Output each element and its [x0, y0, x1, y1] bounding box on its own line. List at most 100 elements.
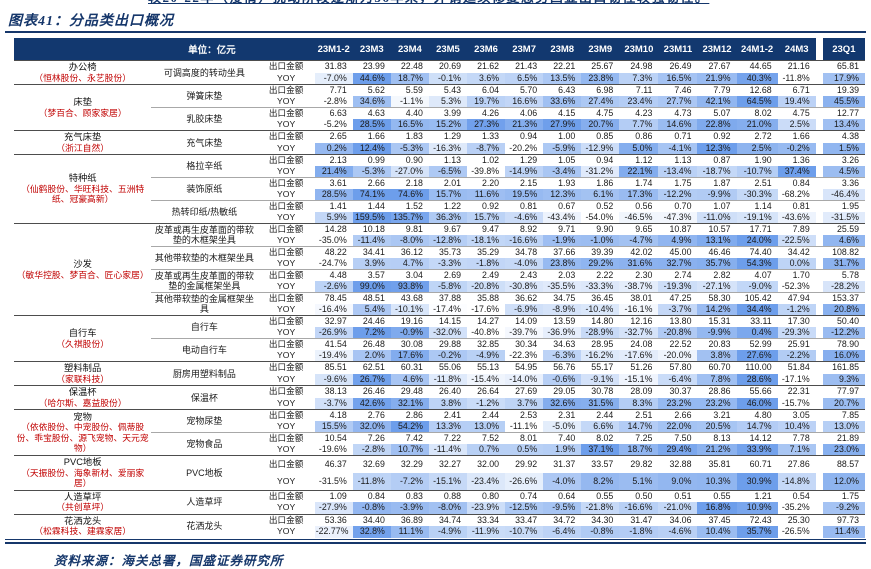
export-value-cell: 7.11	[619, 84, 659, 96]
export-value-cell: 55.13	[467, 361, 506, 374]
yoy-value-cell: -5.8%	[428, 281, 467, 293]
export-value-cell: 34.42	[777, 246, 816, 258]
yoy-value-cell: -12.2%	[658, 189, 698, 201]
export-value-cell: 7.40	[543, 432, 582, 444]
yoy-value-cell: -30.3%	[736, 189, 778, 201]
yoy-value-cell: 32.8%	[352, 526, 391, 538]
product-name-cell: 其他带软垫的木框架坐具	[151, 246, 258, 270]
yoy-value-cell: 16.8%	[697, 502, 737, 514]
clipped-heading-fragment: 较20-22年（疫情）扰动阶段逐渐为56年来，外销延续修复态势凸显出口韧性较强韧…	[148, 0, 862, 9]
export-value-cell: 33.34	[467, 513, 506, 526]
export-value-cell: 24.98	[619, 60, 659, 73]
export-value-cell: 4.48	[314, 269, 353, 281]
export-value-cell: 32.00	[467, 454, 506, 473]
column-header-24M1-2: 24M1-2	[736, 38, 778, 61]
yoy-value-cell: 32.1%	[390, 397, 429, 410]
export-value-cell: 55.06	[428, 361, 467, 374]
export-value-cell: 2.66	[658, 409, 698, 421]
export-value-cell: 2.72	[736, 130, 778, 143]
yoy-value-cell: 35.7%	[697, 258, 737, 270]
table-body: 办公椅 （恒林股份、永艺股份） 可调高度的转动坐具 出口金额 31.83 23.99 22.…	[14, 60, 865, 538]
export-value-cell: 37.45	[697, 513, 737, 526]
export-value-cell: 27.86	[777, 454, 816, 473]
table-row: 床垫 （梦百合、顾家家居） 弹簧床垫 出口金额 7.71 5.62 5.59 5.43 6.04…	[14, 84, 865, 131]
column-header-23M7: 23M7	[505, 38, 544, 61]
yoy-value-cell: -26.6%	[505, 472, 544, 490]
table-row: 沙发 （敏华控股、梦百合、匠心家居） 皮革或再生皮革面的带软垫的木框架坐具 出口金额 1…	[14, 223, 865, 316]
yoy-value-cell: 27.9%	[543, 119, 582, 131]
export-value-cell: 2.49	[467, 269, 506, 281]
category-name: 特种纸	[68, 173, 97, 184]
category-cell: 人造草坪 （共创草坪）	[14, 489, 152, 514]
export-value-cell: 0.88	[428, 489, 467, 502]
metric-label-export: 出口金额	[257, 154, 315, 166]
yoy-value-cell: -10.7%	[736, 166, 778, 178]
category-cell: 保温杯 （哈尔斯、嘉益股份）	[14, 385, 152, 410]
export-value-cell: 37.88	[428, 292, 467, 304]
metric-label-export: 出口金额	[257, 409, 315, 421]
column-gap	[816, 212, 823, 224]
product-name-cell: 保温杯	[151, 385, 258, 410]
column-gap	[816, 444, 823, 456]
category-name: 办公椅	[68, 62, 97, 72]
table-row: 其他带软垫的木框架坐具 出口金额 48.22 34.41 36.12 35.73 35.29…	[14, 246, 865, 270]
export-value-cell: 1.29	[428, 130, 467, 143]
export-value-cell: 57.80	[658, 361, 698, 374]
export-value-cell: 44.65	[736, 60, 778, 73]
export-value-cell: 7.42	[390, 432, 429, 444]
export-value-cell: 1.13	[658, 154, 698, 166]
yoy-value-cell: 27.3%	[467, 119, 506, 131]
yoy-value-cell: -5.3%	[390, 142, 429, 155]
export-value-cell: 13.80	[658, 315, 698, 327]
yoy-value-cell: -3.7%	[658, 304, 698, 316]
export-value-cell: 105.42	[736, 292, 778, 304]
yoy-value-cell: -8.0%	[390, 235, 429, 247]
yoy-value-cell: 26.7%	[352, 373, 391, 386]
table-row: 宠物 （依依股份、中宠股份、佩蒂股份、乖宝股份、源飞宠物、天元宠物） 宠物尿垫 出口金…	[14, 409, 865, 456]
yoy-value-cell: -9.2%	[822, 502, 865, 514]
yoy-value-cell: -6.3%	[543, 350, 582, 362]
export-overview-table-wrap: 单位：亿元 23M1-2 23M3 23M4 23M5 23M6 23M7 23M8 23M9…	[14, 38, 865, 538]
yoy-value-cell: -22.77%	[314, 526, 353, 538]
yoy-value-cell: 16.6%	[505, 96, 544, 108]
column-gap	[816, 473, 823, 490]
export-value-cell: 28.86	[697, 385, 737, 398]
figure-title: 图表41：分品类出口概况	[8, 14, 174, 29]
export-value-cell: 0.87	[697, 154, 737, 166]
yoy-value-cell: 15.2%	[428, 119, 467, 131]
yoy-value-cell: -20.2%	[505, 142, 544, 155]
yoy-value-cell: -14.0%	[505, 373, 544, 386]
yoy-value-cell: -9.0%	[736, 281, 778, 293]
export-value-cell: 2.15	[505, 177, 544, 189]
yoy-value-cell: -2.8%	[352, 444, 391, 456]
yoy-value-cell: -22.3%	[505, 350, 544, 362]
column-gap	[815, 409, 823, 421]
export-value-cell: 0.83	[390, 489, 429, 502]
yoy-value-cell: -3.4%	[543, 166, 582, 178]
export-value-cell: 32.69	[352, 454, 391, 473]
metric-label-yoy: YOY	[277, 502, 296, 513]
yoy-value-cell: 8.3%	[619, 397, 659, 410]
metric-label-export: 出口金额	[257, 489, 315, 502]
yoy-value-cell: 27.4%	[581, 96, 620, 108]
table-row: 办公椅 （恒林股份、永艺股份） 可调高度的转动坐具 出口金额 31.83 23.99 22.…	[14, 60, 865, 85]
category-cell: 办公椅 （恒林股份、永艺股份）	[14, 60, 152, 85]
yoy-value-cell: 13.1%	[697, 235, 737, 247]
export-value-cell: 26.48	[352, 338, 391, 350]
export-value-cell: 29.82	[619, 454, 659, 473]
export-value-cell: 161.85	[822, 361, 865, 374]
yoy-value-cell: 7.3%	[619, 72, 659, 85]
yoy-value-cell: -18.7%	[697, 166, 737, 178]
export-value-cell: 7.46	[658, 84, 698, 96]
export-value-cell: 97.73	[822, 513, 865, 526]
column-gap	[816, 281, 823, 293]
export-value-cell: 2.41	[428, 409, 467, 421]
export-value-cell: 19.16	[390, 315, 429, 327]
export-value-cell: 12.77	[822, 107, 865, 119]
category-name: 塑料制品	[64, 363, 102, 373]
export-value-cell: 62.51	[352, 361, 391, 374]
export-value-cell: 2.69	[428, 269, 467, 281]
export-value-cell: 1.12	[619, 154, 659, 166]
category-cell: PVC地板 （天振股份、海象新材、爱丽家居）	[14, 455, 152, 490]
yoy-value-cell: -16.4%	[314, 304, 353, 316]
